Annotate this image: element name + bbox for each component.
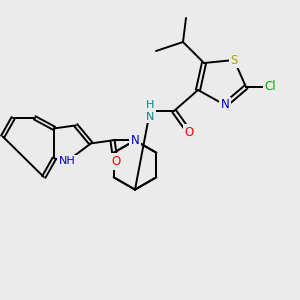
Text: H
N: H N bbox=[146, 100, 154, 122]
Text: S: S bbox=[230, 53, 238, 67]
Text: O: O bbox=[184, 125, 194, 139]
Text: N: N bbox=[130, 134, 140, 147]
Text: N: N bbox=[220, 98, 230, 112]
Text: Cl: Cl bbox=[264, 80, 276, 94]
Text: NH: NH bbox=[58, 156, 75, 167]
Text: O: O bbox=[111, 155, 120, 168]
